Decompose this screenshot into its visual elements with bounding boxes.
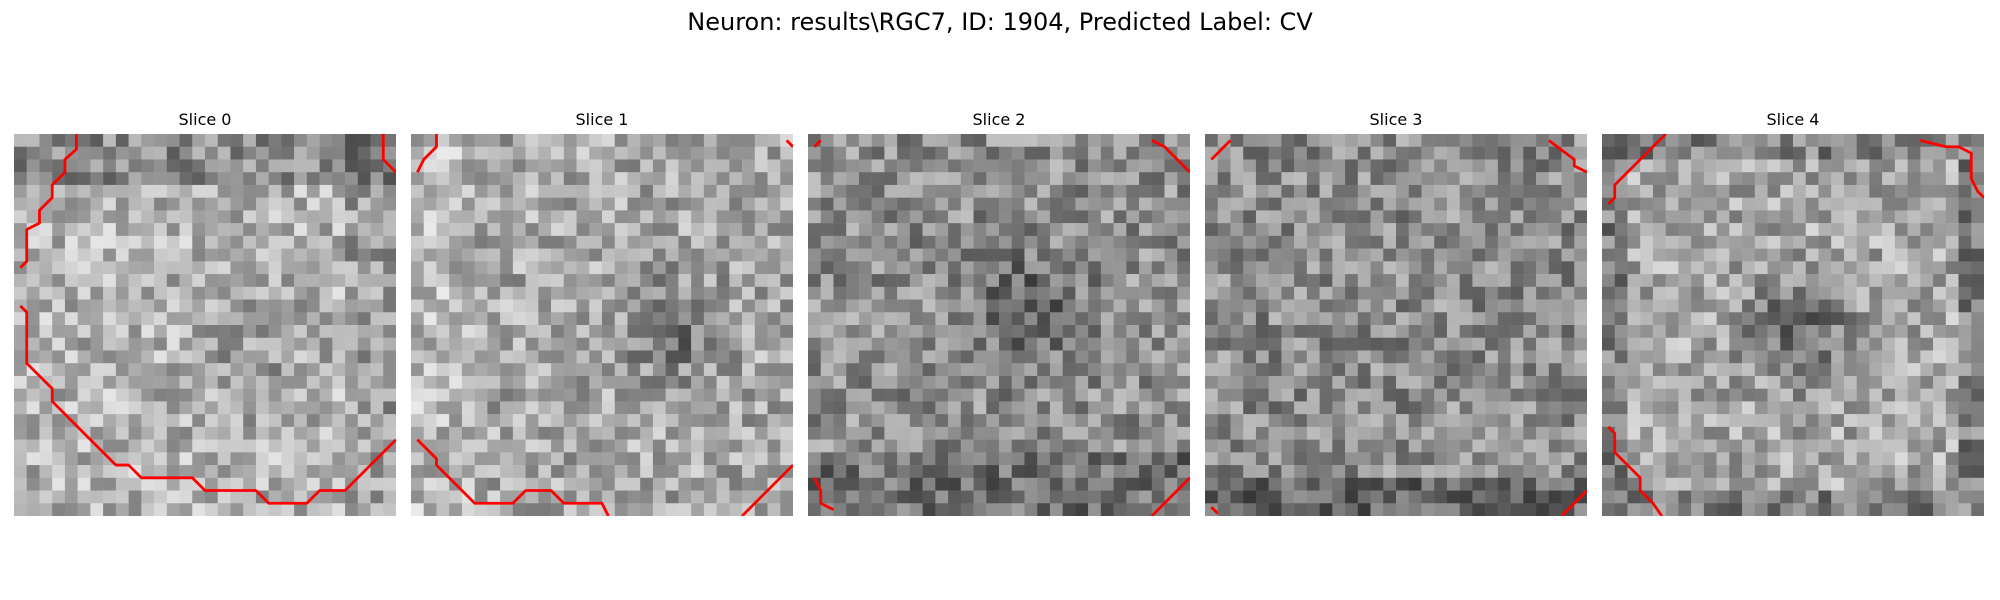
- slice-0-image: [14, 134, 396, 516]
- contour-line: [1560, 489, 1587, 516]
- contour-line: [1210, 139, 1232, 161]
- slice-2-title: Slice 2: [972, 110, 1026, 129]
- contour-line: [813, 139, 822, 148]
- slice-3-image: [1205, 134, 1587, 516]
- contour-line: [785, 139, 793, 148]
- contour-line: [416, 438, 610, 516]
- contour-line: [741, 464, 793, 516]
- slice-1-image: [411, 134, 793, 516]
- slice-0-title: Slice 0: [178, 110, 232, 129]
- contour-line: [813, 477, 835, 511]
- figure-title: Neuron: results\RGC7, ID: 1904, Predicte…: [687, 8, 1313, 36]
- contour-line: [1919, 139, 1984, 199]
- contour-line: [1547, 139, 1587, 174]
- contour-line: [381, 134, 396, 174]
- slice-4-image: [1602, 134, 1984, 516]
- contour-line: [1607, 425, 1663, 516]
- contour-line: [1210, 506, 1219, 515]
- slice-1-title: Slice 1: [575, 110, 629, 129]
- contour-line: [1151, 139, 1190, 174]
- contour-line: [416, 134, 438, 173]
- slice-2-image: [808, 134, 1190, 516]
- contour-line: [1150, 476, 1190, 516]
- contour-line: [19, 304, 396, 505]
- contour-line: [1607, 134, 1667, 206]
- slice-4-title: Slice 4: [1766, 110, 1820, 129]
- contour-line: [19, 134, 78, 269]
- slice-3-title: Slice 3: [1369, 110, 1423, 129]
